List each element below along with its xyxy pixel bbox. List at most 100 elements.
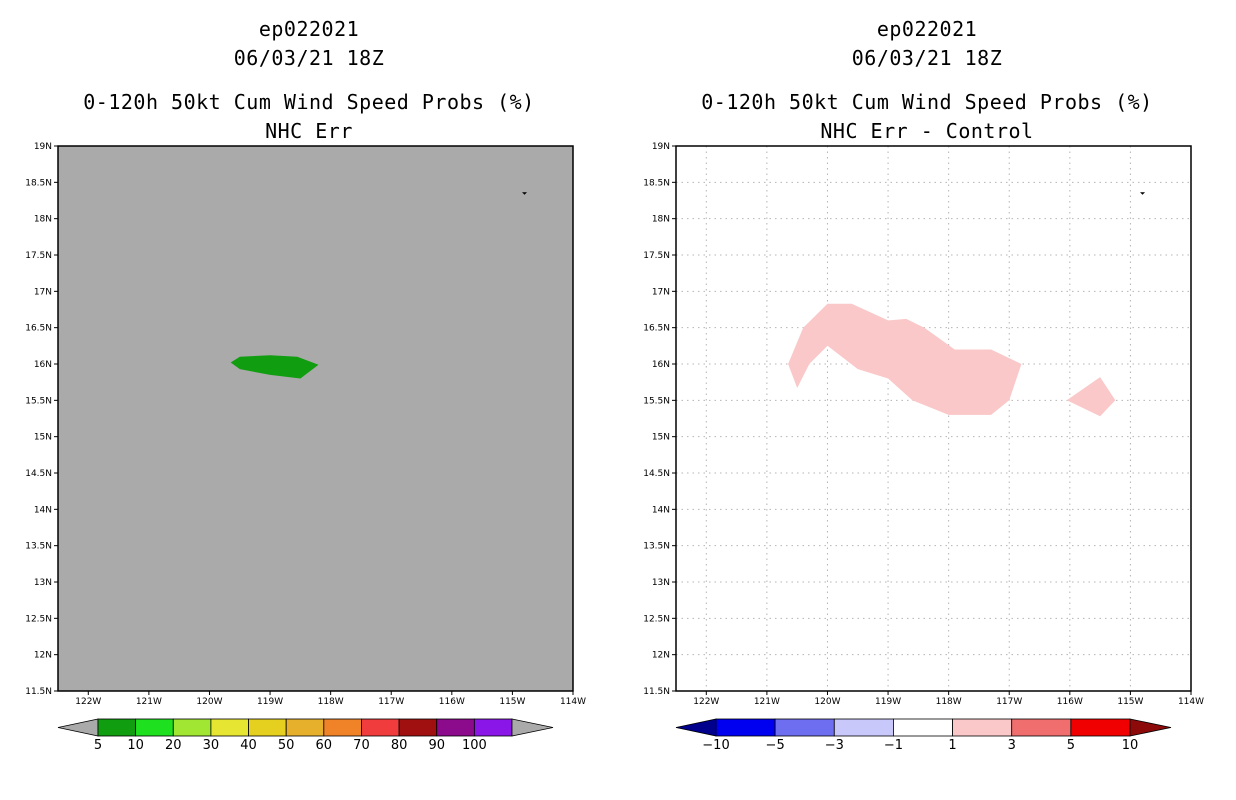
y-tick-label: 13.5N bbox=[643, 542, 670, 552]
plot-background bbox=[676, 146, 1191, 691]
x-tick-label: 120W bbox=[196, 697, 222, 707]
y-tick-label: 14.5N bbox=[643, 469, 670, 479]
colorbar-segment bbox=[97, 718, 137, 737]
colorbar-label: 20 bbox=[165, 738, 182, 753]
x-tick-label: 116W bbox=[439, 697, 465, 707]
colorbar-label: 90 bbox=[428, 738, 445, 753]
y-tick-label: 13.5N bbox=[25, 542, 52, 552]
colorbar-segment bbox=[248, 718, 287, 737]
y-tick-label: 15.5N bbox=[643, 396, 670, 406]
x-tick-label: 121W bbox=[754, 697, 780, 707]
colorbar-segment bbox=[285, 718, 325, 737]
colorbar-label: −3 bbox=[825, 738, 844, 753]
x-tick-label: 116W bbox=[1057, 697, 1083, 707]
colorbar-label: −10 bbox=[702, 738, 729, 753]
probability-region bbox=[788, 303, 1022, 415]
y-tick-label: 18.5N bbox=[25, 178, 52, 188]
product-title: 0-120h 50kt Cum Wind Speed Probs (%) bbox=[701, 90, 1153, 114]
y-tick-label: 18.5N bbox=[643, 178, 670, 188]
product-title: 0-120h 50kt Cum Wind Speed Probs (%) bbox=[83, 90, 535, 114]
plot-frame bbox=[57, 145, 574, 692]
colorbar-label: 60 bbox=[316, 738, 333, 753]
colorbar-label: 10 bbox=[1122, 738, 1139, 753]
x-tick-label: 119W bbox=[875, 697, 901, 707]
x-tick-label: 117W bbox=[378, 697, 404, 707]
colorbar-segment bbox=[893, 718, 953, 737]
probability-map-chart: 122W 121W 120W 119W 118W 117W 116W 115W 114W 11.5… bbox=[25, 142, 586, 753]
colorbar-segment bbox=[361, 718, 400, 737]
y-tick-label: 12N bbox=[652, 651, 670, 661]
probability-region bbox=[230, 355, 319, 379]
plot-background bbox=[58, 146, 573, 691]
colorbar-segment bbox=[1011, 718, 1072, 737]
x-tick-label: 118W bbox=[318, 697, 344, 707]
y-tick-label: 17N bbox=[34, 287, 52, 297]
y-tick-label: 12.5N bbox=[25, 614, 52, 624]
subtitle: NHC Err - Control bbox=[820, 119, 1034, 143]
y-tick-label: 15N bbox=[34, 433, 52, 443]
subtitle: NHC Err bbox=[265, 119, 353, 143]
x-tick-label: 118W bbox=[936, 697, 962, 707]
x-tick-label: 115W bbox=[499, 697, 525, 707]
colorbar-label: 50 bbox=[278, 738, 295, 753]
y-tick-label: 12N bbox=[34, 651, 52, 661]
y-tick-label: 12.5N bbox=[643, 614, 670, 624]
y-tick-label: 11.5N bbox=[25, 687, 52, 697]
probability-region bbox=[1066, 377, 1116, 417]
y-tick-label: 14N bbox=[34, 505, 52, 515]
colorbar-segment bbox=[715, 718, 776, 737]
storm-id-title: ep022021 bbox=[876, 17, 978, 41]
colorbar-over-arrow bbox=[511, 718, 554, 737]
y-tick-label: 15.5N bbox=[25, 396, 52, 406]
y-tick-label: 17.5N bbox=[643, 251, 670, 261]
x-tick-label: 121W bbox=[136, 697, 162, 707]
y-tick-label: 13N bbox=[652, 578, 670, 588]
x-tick-label: 120W bbox=[814, 697, 840, 707]
colorbar-label: 10 bbox=[127, 738, 144, 753]
y-tick-label: 16.5N bbox=[643, 324, 670, 334]
colorbar-label: 30 bbox=[203, 738, 220, 753]
x-tick-label: 117W bbox=[996, 697, 1022, 707]
colorbar-label: 40 bbox=[240, 738, 257, 753]
datetime-title: 06/03/21 18Z bbox=[851, 46, 1003, 70]
left-panel: ep022021 06/03/21 18Z 0-120h 50kt Cum Wi… bbox=[25, 17, 586, 753]
colorbar-over-arrow bbox=[1129, 718, 1172, 737]
colorbar-label: 70 bbox=[353, 738, 370, 753]
y-tick-label: 15N bbox=[652, 433, 670, 443]
x-tick-label: 115W bbox=[1117, 697, 1143, 707]
colorbar-label: −1 bbox=[884, 738, 903, 753]
colorbar-segment bbox=[172, 718, 212, 737]
y-tick-label: 19N bbox=[652, 142, 670, 152]
location-marker bbox=[1140, 192, 1146, 195]
colorbar-segment bbox=[398, 718, 438, 737]
colorbar-segment bbox=[952, 718, 1013, 737]
colorbar-segment bbox=[436, 718, 475, 737]
y-tick-label: 14N bbox=[652, 505, 670, 515]
colorbar-under-arrow bbox=[675, 718, 717, 737]
colorbar-label: 5 bbox=[94, 738, 102, 753]
x-tick-label: 122W bbox=[75, 697, 101, 707]
x-tick-label: 119W bbox=[257, 697, 283, 707]
y-tick-label: 17.5N bbox=[25, 251, 52, 261]
datetime-title: 06/03/21 18Z bbox=[233, 46, 385, 70]
colorbar-segment bbox=[473, 718, 513, 737]
y-tick-label: 13N bbox=[34, 578, 52, 588]
colorbar-label: −5 bbox=[766, 738, 785, 753]
colorbar-label: 3 bbox=[1008, 738, 1016, 753]
x-tick-label: 122W bbox=[693, 697, 719, 707]
colorbar-label: 5 bbox=[1067, 738, 1075, 753]
colorbar-segment bbox=[135, 718, 174, 737]
x-tick-label: 114W bbox=[1178, 697, 1204, 707]
colorbar-under-arrow bbox=[57, 718, 99, 737]
storm-id-title: ep022021 bbox=[258, 17, 360, 41]
y-tick-label: 16N bbox=[652, 360, 670, 370]
colorbar-segment bbox=[210, 718, 249, 737]
plot-frame bbox=[675, 145, 1192, 692]
colorbar-label: 80 bbox=[391, 738, 408, 753]
colorbar-label: 100 bbox=[462, 738, 487, 753]
y-tick-label: 16N bbox=[34, 360, 52, 370]
y-tick-label: 18N bbox=[34, 215, 52, 225]
colorbar-segment bbox=[1070, 718, 1131, 737]
colorbar-segment bbox=[774, 718, 835, 737]
location-marker bbox=[522, 192, 528, 195]
